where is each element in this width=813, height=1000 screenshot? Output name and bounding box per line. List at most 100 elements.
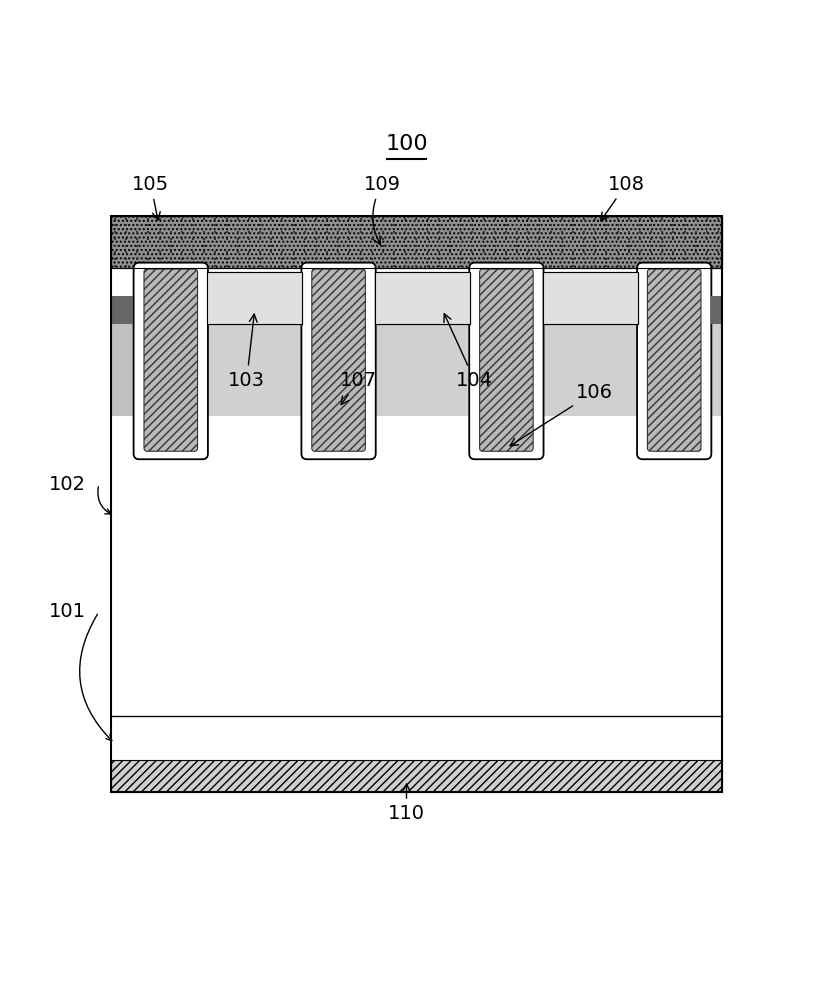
Point [376,231,389,247]
Point [265,258,278,274]
Point [231,251,244,267]
Point [454,224,467,240]
Point [153,217,166,233]
Bar [543,272,638,324]
Point [433,238,446,254]
Point [231,211,244,227]
Point [164,244,177,260]
Point [600,244,613,260]
Point [108,211,121,227]
Point [466,258,479,274]
Point [164,211,177,227]
Point [477,224,490,240]
Point [332,238,345,254]
Point [231,231,244,247]
Point [622,258,635,274]
Point [511,231,524,247]
Bar [207,272,302,324]
Point [186,238,199,254]
Point [354,217,367,233]
Point [276,238,289,254]
Point [611,258,624,274]
Point [287,224,300,240]
Point [209,238,222,254]
Point [711,231,724,247]
Point [645,258,658,274]
Point [153,244,166,260]
Point [265,224,278,240]
Bar [711,296,722,324]
Point [231,224,244,240]
Point [589,217,602,233]
Point [611,251,624,267]
Point [141,244,154,260]
Point [287,217,300,233]
Point [399,231,412,247]
Point [153,238,166,254]
Point [254,238,267,254]
Point [589,231,602,247]
Point [153,224,166,240]
Point [454,258,467,274]
Point [388,238,401,254]
Point [667,258,680,274]
Point [477,217,490,233]
Point [511,258,524,274]
Point [120,244,133,260]
Point [209,231,222,247]
Point [645,244,658,260]
Point [555,258,568,274]
Point [678,231,691,247]
Point [310,231,323,247]
Point [577,224,590,240]
Point [141,231,154,247]
Point [689,217,702,233]
Point [276,244,289,260]
Point [433,244,446,260]
Point [544,217,557,233]
Point [544,251,557,267]
Point [410,211,423,227]
Point [499,258,512,274]
Point [176,244,189,260]
Point [611,224,624,240]
Point [567,231,580,247]
Point [310,217,323,233]
Point [410,258,423,274]
Point [108,231,121,247]
Point [332,251,345,267]
Point [376,211,389,227]
Point [164,224,177,240]
Point [433,258,446,274]
Point [399,238,412,254]
Point [254,211,267,227]
Point [656,231,669,247]
Point [141,224,154,240]
FancyBboxPatch shape [144,269,198,451]
Point [433,251,446,267]
Point [131,238,144,254]
Point [276,224,289,240]
Point [220,217,233,233]
Point [656,244,669,260]
Point [622,238,635,254]
Point [477,211,490,227]
Point [454,238,467,254]
Text: 110: 110 [388,784,425,823]
Point [265,244,278,260]
Point [354,251,367,267]
Point [388,224,401,240]
Point [488,238,501,254]
Point [678,211,691,227]
Point [678,224,691,240]
Point [287,251,300,267]
Point [645,224,658,240]
Point [164,231,177,247]
Point [511,224,524,240]
Point [488,217,501,233]
Point [511,217,524,233]
Point [466,224,479,240]
Point [533,244,546,260]
Point [466,251,479,267]
Point [198,251,211,267]
